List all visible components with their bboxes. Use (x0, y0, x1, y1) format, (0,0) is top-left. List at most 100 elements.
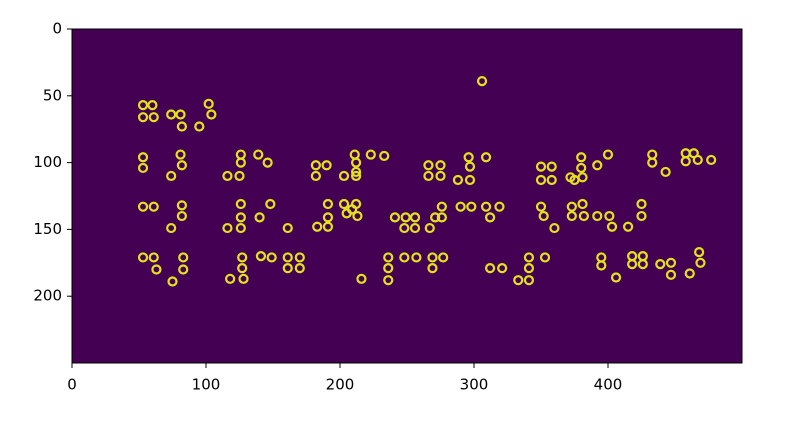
detected-circle (539, 252, 551, 263)
detected-circle (535, 161, 547, 172)
detected-circle (265, 198, 276, 210)
image-background (72, 29, 742, 363)
detected-circle (636, 198, 647, 210)
y-tick-label: 100 (33, 153, 62, 171)
detected-circle (167, 276, 178, 287)
x-tick-label: 0 (67, 376, 77, 394)
detected-circle (350, 157, 362, 168)
detected-circle (684, 268, 695, 279)
detected-circle (549, 222, 560, 234)
detected-circle (151, 264, 162, 275)
detected-circle (234, 170, 245, 182)
detected-circle (523, 275, 535, 286)
detected-circle (577, 198, 588, 210)
detected-circle (206, 109, 217, 120)
detected-circle (383, 252, 394, 263)
detected-circle (253, 149, 264, 160)
detected-circle (463, 152, 474, 163)
detected-circle (647, 157, 658, 168)
detected-circle (194, 121, 205, 132)
x-tick-label: 200 (326, 376, 355, 394)
detected-circle (566, 210, 577, 222)
detected-circle (695, 257, 706, 268)
detected-circle (383, 263, 394, 274)
detected-circle (350, 170, 362, 182)
detected-circle (235, 198, 246, 210)
detected-circle (222, 170, 233, 182)
detected-circle (282, 252, 293, 263)
detected-circle (466, 201, 477, 212)
detected-circle (566, 201, 577, 212)
detected-circle (637, 259, 648, 270)
detected-circle (262, 157, 273, 168)
detected-circle (350, 166, 362, 178)
detected-circle (235, 222, 246, 234)
detected-circle (310, 160, 321, 171)
detected-circle (409, 222, 421, 234)
detected-circle (438, 252, 449, 263)
detected-circle (576, 152, 587, 163)
detected-circle (148, 201, 159, 212)
detected-circle (665, 269, 677, 280)
detected-circle (578, 210, 589, 222)
detected-circle (535, 174, 547, 186)
detected-circle (452, 174, 464, 186)
detected-circle (592, 210, 603, 222)
detected-circle (254, 212, 265, 223)
detected-circle (310, 170, 321, 182)
detected-circle (383, 275, 394, 286)
detected-circle (176, 200, 187, 211)
detected-circle (455, 201, 466, 212)
detected-circle (238, 273, 249, 284)
detected-circle (225, 273, 236, 284)
detected-circle (137, 201, 149, 212)
detected-circle (176, 160, 187, 171)
detected-circle (436, 201, 447, 212)
detected-circle (400, 212, 411, 223)
detected-circle (166, 222, 177, 234)
detected-circle (137, 112, 149, 123)
detected-circle (294, 252, 305, 263)
detected-circle (175, 109, 186, 120)
detected-circle (222, 222, 233, 234)
detected-circle (178, 264, 189, 275)
y-tick-label: 50 (43, 86, 62, 104)
detected-circle (176, 121, 187, 132)
detected-circle (480, 152, 492, 163)
detected-circle (706, 154, 717, 166)
y-tick-label: 200 (33, 287, 62, 305)
detected-circle (338, 170, 350, 182)
detected-circle (435, 160, 446, 171)
detected-circle (622, 221, 634, 232)
detected-circle (476, 76, 488, 87)
detected-circle (235, 157, 246, 168)
detected-circle (312, 221, 323, 232)
detected-circle (255, 251, 267, 262)
detected-circle (137, 252, 149, 263)
detected-circle (497, 263, 508, 274)
detected-circle (636, 210, 647, 222)
detected-circle (235, 212, 246, 223)
detected-circle (660, 166, 671, 178)
detected-circle (604, 210, 615, 222)
detected-circle (694, 247, 705, 258)
detected-circle (148, 112, 159, 123)
detected-circle (423, 170, 434, 182)
detected-circle (338, 198, 350, 210)
detected-circle (148, 252, 159, 263)
detected-circle (389, 212, 401, 223)
detected-circle (322, 221, 334, 232)
detected-circle (435, 170, 446, 182)
x-tick-label: 100 (192, 376, 221, 394)
detected-circle (409, 212, 421, 223)
detected-circle (546, 174, 557, 186)
detected-circle (484, 263, 496, 274)
detected-circle (282, 263, 293, 274)
detected-circle (665, 257, 677, 268)
detected-circle (322, 198, 334, 210)
detected-circle (430, 212, 441, 223)
detected-circle (352, 210, 363, 222)
detected-circle (627, 259, 638, 270)
detected-circle (178, 252, 189, 263)
